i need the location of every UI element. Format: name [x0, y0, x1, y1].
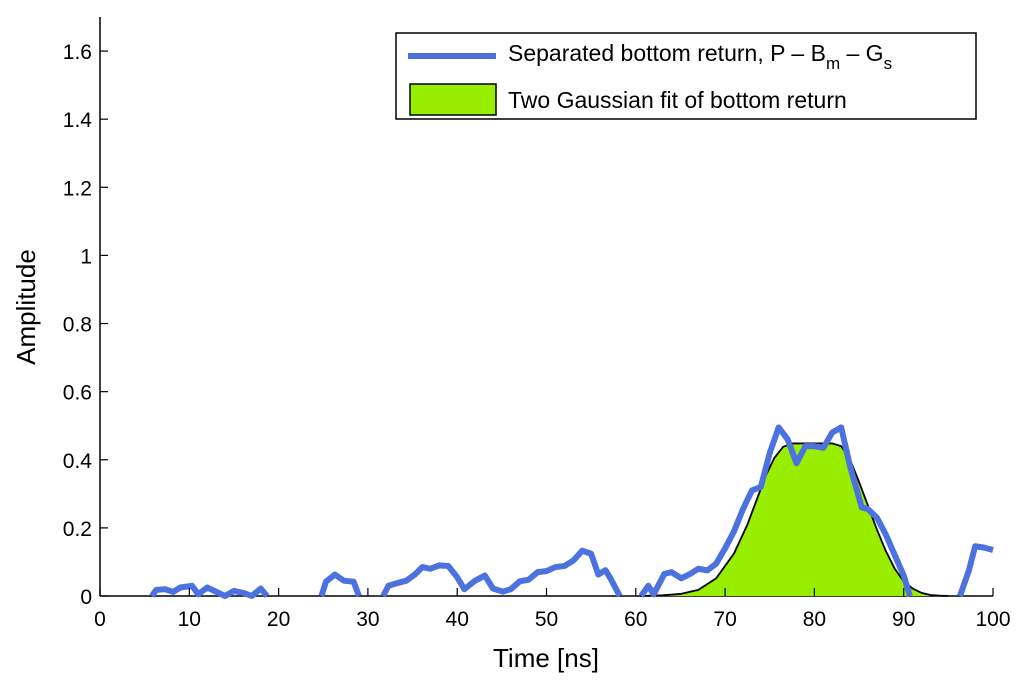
legend: Separated bottom return, P – Bm – Gs Two…	[395, 32, 977, 120]
y-tick-label: 0.6	[63, 382, 92, 405]
bottom-return-line-segment-1	[318, 571, 362, 598]
y-axis-label: Amplitude	[11, 249, 41, 365]
x-tick-label: 20	[267, 608, 290, 631]
bottom-return-line-segment-0	[149, 582, 270, 599]
y-tick-label: 0.8	[63, 314, 92, 337]
legend-label-separated: Separated bottom return, P – Bm – Gs	[508, 40, 892, 73]
legend-label-sub-s: s	[884, 54, 893, 73]
ticks: 0 10 20 30 40 50 60 70 80 90 100 0 0.2 0.4 0.6 0.8 1 1.2 1…	[63, 41, 1011, 631]
x-tick-label: 90	[892, 608, 915, 631]
data-layer	[149, 424, 994, 599]
y-tick-label: 0	[80, 586, 92, 609]
x-tick-label: 80	[803, 608, 826, 631]
y-tick-label: 1.6	[63, 41, 92, 64]
legend-patch-swatch	[409, 83, 497, 116]
x-tick-label: 0	[94, 608, 106, 631]
legend-label-sub-m: m	[826, 54, 840, 73]
bottom-return-line-segment-2	[380, 547, 623, 598]
legend-label-mid: – G	[840, 40, 883, 66]
y-tick-label: 1	[80, 245, 92, 268]
x-axis-label: Time [ns]	[493, 643, 599, 673]
x-tick-label: 100	[975, 608, 1010, 631]
y-tick-label: 1.2	[63, 177, 92, 200]
x-tick-label: 60	[624, 608, 647, 631]
x-tick-label: 50	[535, 608, 558, 631]
gaussian-fit-area	[640, 443, 949, 596]
legend-label-fit: Two Gaussian fit of bottom return	[508, 87, 847, 113]
bottom-return-line-segment-3	[638, 424, 913, 598]
y-tick-label: 0.2	[63, 518, 92, 541]
bottom-return-line-segment-4	[957, 543, 994, 597]
x-tick-label: 30	[356, 608, 379, 631]
x-tick-label: 70	[713, 608, 736, 631]
x-tick-label: 10	[178, 608, 201, 631]
y-tick-label: 0.4	[63, 450, 93, 473]
legend-label-main: Separated bottom return, P – B	[508, 40, 826, 66]
y-tick-label: 1.4	[63, 109, 93, 132]
x-tick-label: 40	[446, 608, 469, 631]
